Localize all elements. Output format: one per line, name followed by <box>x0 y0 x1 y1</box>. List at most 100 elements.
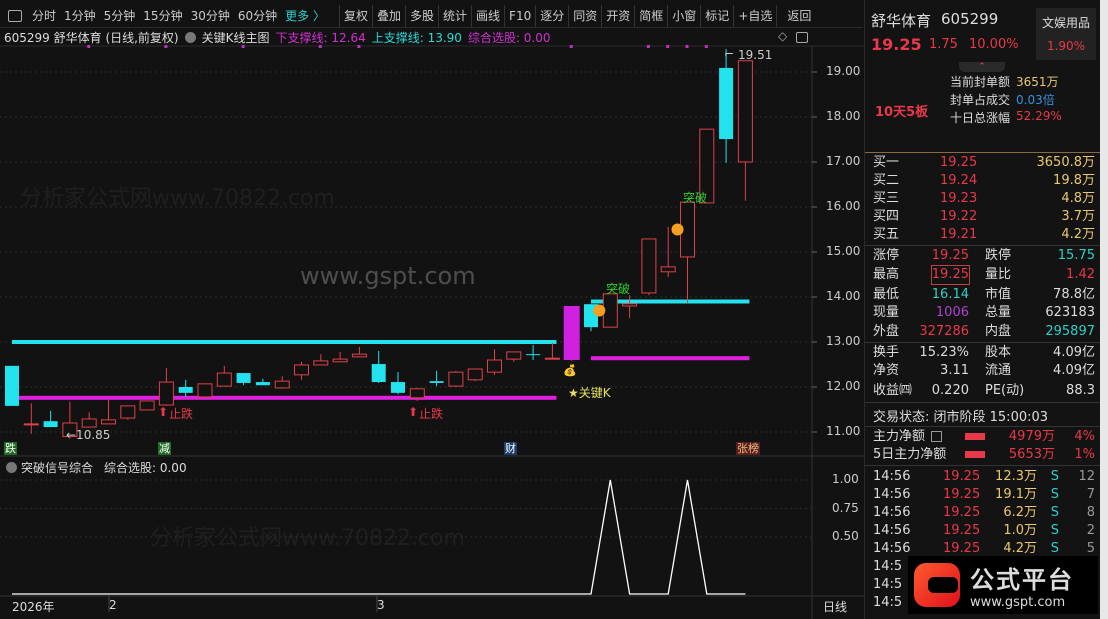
candle-down <box>391 382 405 393</box>
support-line <box>591 356 750 361</box>
stat-label: 市值 <box>985 287 1012 302</box>
stat-row: 换手 15.23% 股本 4.09亿 <box>873 344 1095 362</box>
more-periods-button[interactable]: 更多 〉 <box>285 8 325 23</box>
tick-side: S <box>1050 523 1059 538</box>
tick-volume: 12.3万 <box>995 469 1037 484</box>
scrollbar[interactable] <box>1100 0 1108 619</box>
stat-value: 327286 <box>919 324 969 339</box>
bid-level: 买三 <box>873 191 900 206</box>
tick-count: 5 <box>1086 541 1095 556</box>
kline-chart[interactable] <box>0 0 864 619</box>
stat-label: 外盘 <box>873 324 900 339</box>
signal-tick-label: 0.50 <box>832 529 859 543</box>
quote-panel: 舒华体育 605299 文娱用品 1.90% 19.25 1.75 10.00%… <box>864 0 1101 619</box>
indicator-dropdown-icon[interactable] <box>6 462 17 473</box>
period-tab[interactable]: 30分钟 <box>190 8 230 23</box>
open-fund-button[interactable]: 开资 <box>601 4 634 27</box>
indicator-name[interactable]: 关键K线主图 <box>201 30 270 45</box>
fund-flow-amount: 4979万 <box>1008 429 1055 444</box>
period-tab[interactable]: 1分钟 <box>64 8 96 23</box>
seal-ratio-label: 封单占成交 <box>950 93 1011 107</box>
stat-label: 跌停 <box>985 248 1012 263</box>
price-tick-label: 12.00 <box>826 379 861 393</box>
sector-name: 文娱用品 <box>1041 16 1090 30</box>
candle-up <box>660 266 676 273</box>
order-book-row: 买二 19.24 19.8万 <box>873 172 1095 190</box>
signal-tick-label: 1.00 <box>832 472 859 486</box>
collapse-icon[interactable]: ⌃ <box>959 62 1005 72</box>
fund-flow-row: 5日主力净额 5653万 1% <box>873 446 1095 464</box>
detail-icon[interactable] <box>931 431 942 442</box>
marker-limit-list[interactable]: 张榜 <box>736 442 760 455</box>
add-watchlist-button[interactable]: +自选 <box>733 4 776 27</box>
bid-price: 19.22 <box>940 209 978 224</box>
candle-down <box>526 354 541 356</box>
marker-reduce[interactable]: 减 <box>158 442 171 455</box>
period-tab[interactable]: 5分钟 <box>103 8 136 23</box>
small-window-button[interactable]: 小窗 <box>667 4 700 27</box>
upper-support-value: 上支撑线: 13.90 <box>371 30 462 45</box>
breakout-ball-icon <box>593 304 606 317</box>
mark-button[interactable]: 标记 <box>700 4 733 27</box>
bid-price: 19.23 <box>940 191 978 206</box>
lower-indicator-name[interactable]: 突破信号综合 <box>21 461 94 475</box>
stat-row: 收益㈣ 0.220 PE(动) 88.3 <box>873 382 1095 400</box>
period-tab[interactable]: 60分钟 <box>237 8 278 23</box>
tick-count: 8 <box>1086 505 1095 520</box>
statistics-button[interactable]: 统计 <box>438 4 471 27</box>
price-tick-label: 13.00 <box>826 334 861 348</box>
diamond-icon[interactable]: ◇ <box>778 29 788 43</box>
stat-value: 15.75 <box>1057 248 1095 263</box>
stat-label: 总量 <box>985 305 1012 320</box>
last-price: 19.25 <box>871 35 922 54</box>
sidebar-toggle-icon[interactable] <box>8 9 22 22</box>
tick-row: 14:56 19.25 1.0万 S 2 <box>873 522 1095 540</box>
candle-down <box>429 381 444 383</box>
sector-box[interactable]: 文娱用品 1.90% <box>1036 8 1096 60</box>
overlay-button[interactable]: 叠加 <box>371 4 405 27</box>
stock-code: 605299 <box>941 10 999 28</box>
stat-row: 最高 19.25 量比 1.42 <box>873 265 1095 285</box>
signal-dot <box>569 45 573 48</box>
fund-flow-row: 主力净额 4979万 4% <box>873 428 1095 446</box>
f10-button[interactable]: F10 <box>504 4 535 27</box>
same-fund-button[interactable]: 同资 <box>568 4 601 27</box>
stat-label: 换手 <box>873 345 900 360</box>
order-book-row: 买三 19.23 4.8万 <box>873 190 1095 208</box>
stat-value: 15.23% <box>919 345 969 360</box>
adjust-button[interactable]: 复权 <box>338 4 372 27</box>
period-label[interactable]: 日线 <box>823 600 848 614</box>
price-tick-label: 15.00 <box>826 244 861 258</box>
ten-day-change: 52.29% <box>1016 109 1062 123</box>
stat-label: 流通 <box>985 363 1012 378</box>
simple-frame-button[interactable]: 简框 <box>634 4 667 27</box>
key-k-candle <box>563 306 580 360</box>
candle-up <box>313 360 329 366</box>
marker-fall[interactable]: 跌 <box>4 442 17 455</box>
stat-label: 现量 <box>873 305 900 320</box>
stop-fall-signal: 止跌 <box>419 407 444 421</box>
back-button[interactable]: 返回 <box>776 4 821 27</box>
tick-detail-button[interactable]: 逐分 <box>535 4 568 27</box>
candle-up <box>506 351 522 360</box>
period-tab[interactable]: 分时 <box>32 8 57 23</box>
draw-line-button[interactable]: 画线 <box>471 4 504 27</box>
candle-up <box>467 368 483 381</box>
panel-toggle-icon[interactable] <box>796 32 808 43</box>
stat-label: 涨停 <box>873 248 900 263</box>
bid-volume: 3650.8万 <box>1036 155 1096 170</box>
price-tick-label: 11.00 <box>826 424 861 438</box>
marker-finance[interactable]: 财 <box>504 442 517 455</box>
stat-value: 0.220 <box>931 383 969 398</box>
bid-volume: 4.8万 <box>1061 191 1095 206</box>
multi-stock-button[interactable]: 多股 <box>405 4 438 27</box>
gspt-logo: 公式平台 www.gspt.com <box>908 556 1098 614</box>
signal-dot <box>318 45 322 48</box>
period-tab[interactable]: 15分钟 <box>143 8 183 23</box>
stat-value: 623183 <box>1045 305 1095 320</box>
candle-up <box>737 60 753 163</box>
candle-up <box>158 381 174 406</box>
indicator-dropdown-icon[interactable] <box>184 31 196 43</box>
signal-dot <box>87 45 91 48</box>
candle-up <box>139 400 155 411</box>
